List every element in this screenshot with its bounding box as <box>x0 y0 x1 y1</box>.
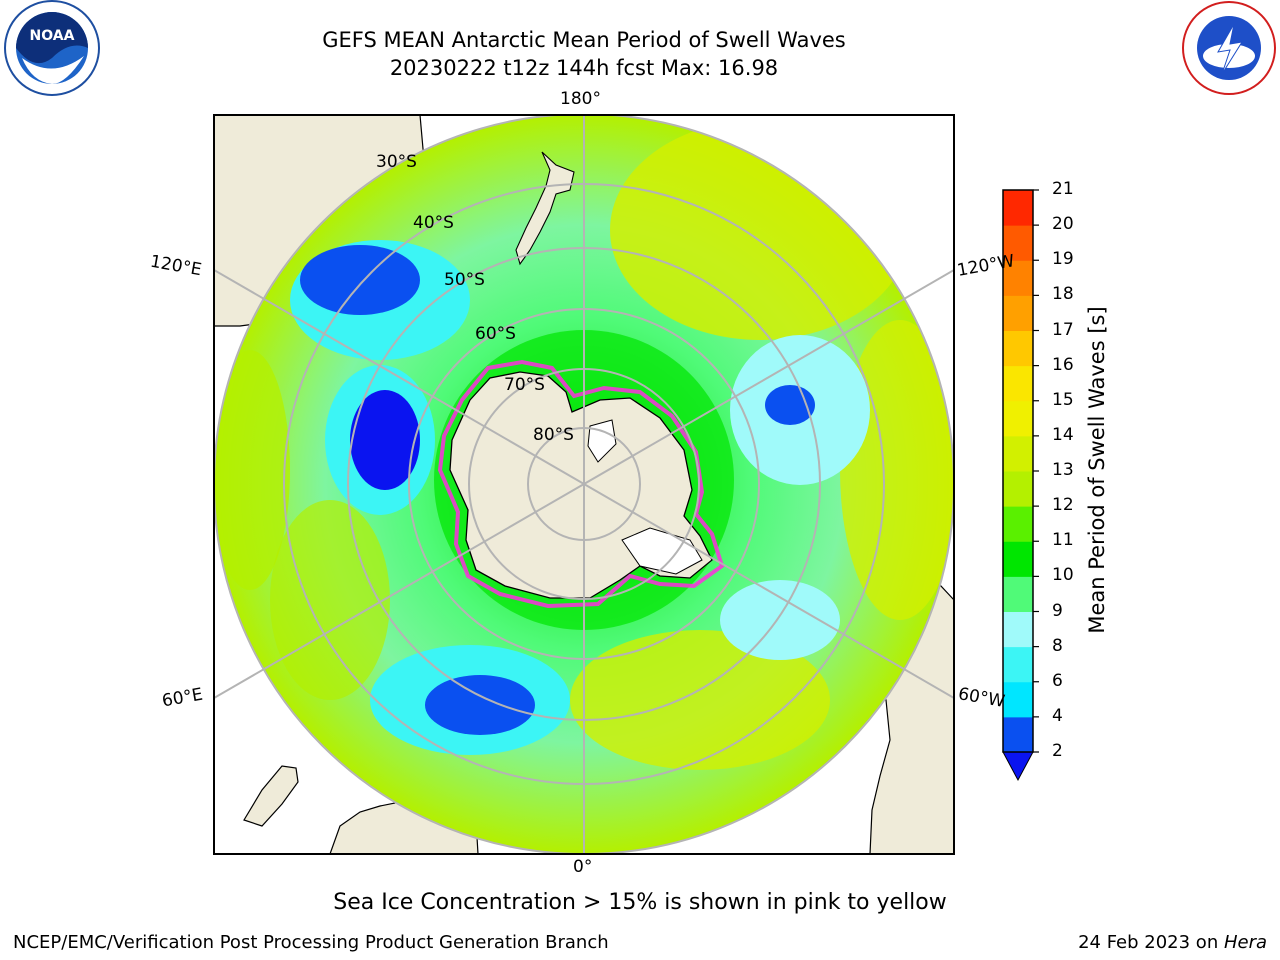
field-patch <box>214 350 290 590</box>
colorbar-tick-label: 6 <box>1052 670 1063 691</box>
colorbar-frame <box>1002 189 1034 753</box>
colorbar-segment <box>1003 646 1033 683</box>
colorbar-label: Mean Period of Swell Waves [s] <box>1085 306 1109 634</box>
field-patch <box>720 580 840 660</box>
colorbar-segment <box>1003 611 1033 648</box>
colorbar-tick-label: 18 <box>1052 284 1074 305</box>
colorbar-segment <box>1003 365 1033 402</box>
colorbar-segment <box>1003 506 1033 542</box>
swell-period-field <box>214 120 954 770</box>
field-patch <box>300 245 420 315</box>
colorbar-segment <box>1003 716 1033 753</box>
nws-emblem-icon <box>1182 1 1276 95</box>
field-patch <box>570 630 830 770</box>
colorbar-segment <box>1003 260 1033 296</box>
map-frame <box>213 114 955 855</box>
ice-shelf <box>621 527 703 575</box>
colorbar-segment <box>1003 330 1033 367</box>
ice-shelf <box>587 419 617 463</box>
colorbar-segment <box>1003 471 1033 507</box>
chart-title: GEFS MEAN Antarctic Mean Period of Swell… <box>322 28 846 52</box>
colorbar-segment <box>1003 435 1033 472</box>
noaa-logo-text: NOAA <box>29 28 75 44</box>
colorbar-tick-label: 10 <box>1052 565 1074 586</box>
nws-logo <box>1178 0 1280 100</box>
field-patch <box>350 390 420 490</box>
new-zealand-landmass <box>515 151 575 266</box>
colorbar-tick-label: 12 <box>1052 495 1074 516</box>
field-patch <box>765 385 815 425</box>
colorbar-tick-label: 17 <box>1052 319 1074 340</box>
colorbar-segment <box>1003 400 1033 437</box>
colorbar-tick-label: 14 <box>1052 424 1074 445</box>
latitude-label-40S: 40°S <box>413 213 454 233</box>
colorbar-tick-label: 2 <box>1052 741 1063 761</box>
colorbar-extend-triangle <box>1002 751 1034 782</box>
colorbar-tick-label: 13 <box>1052 460 1074 480</box>
footer-host: Hera <box>1223 932 1267 953</box>
colorbar-segment <box>1003 190 1033 226</box>
colorbar-tick-label: 21 <box>1052 179 1074 199</box>
colorbar-tick-label: 16 <box>1052 354 1074 375</box>
colorbar-tick-label: 20 <box>1052 214 1074 235</box>
colorbar-tick-label: 9 <box>1052 600 1063 621</box>
latitude-label-60S: 60°S <box>475 324 516 344</box>
colorbar-segment <box>1003 295 1033 331</box>
noaa-emblem-icon <box>4 0 100 96</box>
colorbar-segment <box>1003 576 1033 612</box>
footer-date: 24 Feb 2023 on <box>1078 932 1224 953</box>
colorbar-segment <box>1003 225 1033 261</box>
madagascar-landmass <box>243 765 299 827</box>
sea-ice-edge <box>437 359 725 609</box>
colorbar-segment <box>1003 681 1033 718</box>
latitude-label-80S: 80°S <box>533 425 574 445</box>
noaa-logo: NOAA <box>0 0 104 100</box>
footer-right: 24 Feb 2023 on Hera <box>1078 932 1267 953</box>
latitude-label-30S: 30°S <box>376 152 417 172</box>
colorbar-tick-label: 4 <box>1052 705 1063 726</box>
colorbar-tick-label: 19 <box>1052 249 1074 270</box>
colorbar-tick-label: 15 <box>1052 389 1074 410</box>
field-patch <box>610 120 910 340</box>
field-patch <box>270 500 390 700</box>
graticule <box>214 115 954 854</box>
colorbar-tick-label: 11 <box>1052 530 1074 551</box>
chart-subtitle: 20230222 t12z 144h fcst Max: 16.98 <box>389 56 779 80</box>
colorbar <box>1003 189 1039 753</box>
meridian-120-300 <box>214 269 954 699</box>
sea-ice-annotation: Sea Ice Concentration > 15% is shown in … <box>333 890 947 915</box>
longitude-label-bottom: 0° <box>573 857 593 877</box>
colorbar-segment <box>1003 541 1033 577</box>
footer-left: NCEP/EMC/Verification Post Processing Pr… <box>13 932 609 953</box>
latitude-label-50S: 50°S <box>444 270 485 290</box>
latitude-label-70S: 70°S <box>504 375 545 395</box>
longitude-label-top: 180° <box>560 89 601 109</box>
field-patch <box>425 675 535 735</box>
colorbar-tick-label: 8 <box>1052 635 1063 656</box>
